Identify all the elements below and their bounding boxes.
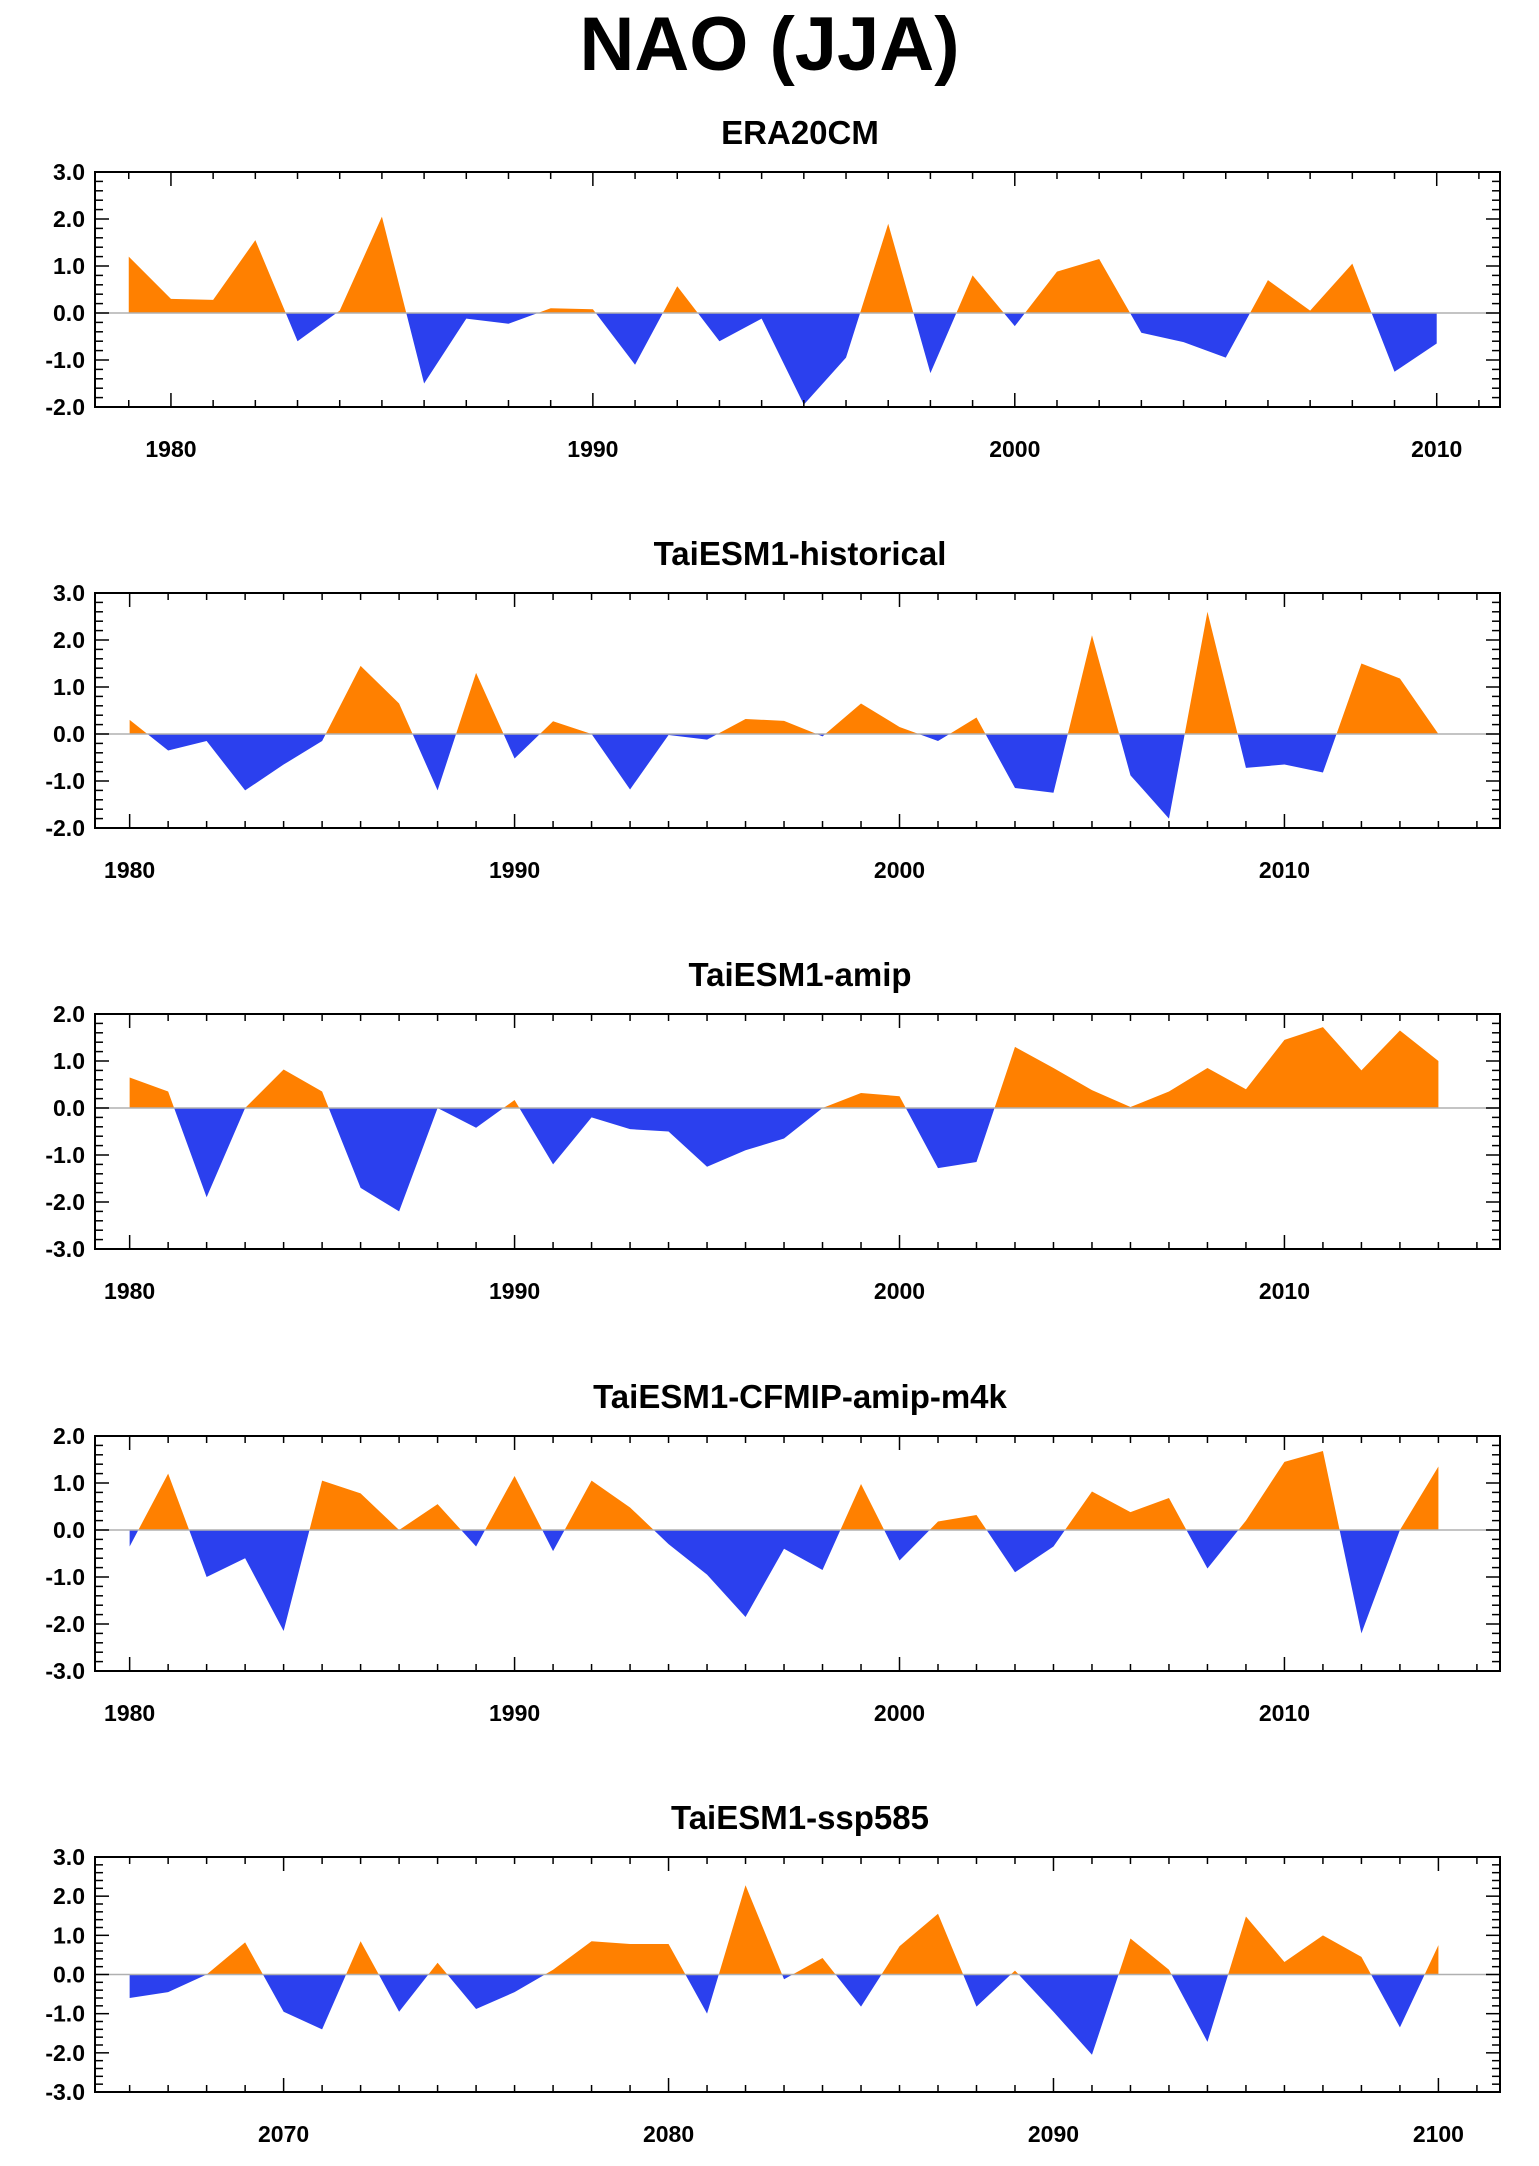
x-tick-label: 2000 bbox=[989, 436, 1040, 462]
y-tick-label: -2.0 bbox=[45, 394, 85, 420]
y-tick-label: 2.0 bbox=[53, 1001, 85, 1027]
x-tick-label: 1980 bbox=[104, 857, 155, 883]
y-tick-label: -1.0 bbox=[45, 2001, 85, 2027]
plot-frame bbox=[94, 1435, 1501, 1672]
y-tick-label: 0.0 bbox=[53, 1095, 85, 1121]
y-tick-label: -3.0 bbox=[45, 1236, 85, 1262]
y-tick-label: 3.0 bbox=[53, 1844, 85, 1870]
y-tick-label: 2.0 bbox=[53, 206, 85, 232]
panel-title: TaiESM1-ssp585 bbox=[671, 1799, 929, 1836]
plot-frame bbox=[94, 171, 1501, 408]
x-tick-label: 2010 bbox=[1259, 857, 1310, 883]
y-tick-label: -2.0 bbox=[45, 2040, 85, 2066]
y-tick-label: -2.0 bbox=[45, 1189, 85, 1215]
x-tick-label: 2010 bbox=[1259, 1278, 1310, 1304]
y-tick-label: 2.0 bbox=[53, 1423, 85, 1449]
negative-area bbox=[128, 313, 1437, 405]
y-tick-label: 2.0 bbox=[53, 627, 85, 653]
y-tick-label: 0.0 bbox=[53, 300, 85, 326]
negative-area bbox=[129, 1108, 1439, 1212]
x-tick-label: 2090 bbox=[1028, 2121, 1079, 2147]
chart-panel: 3.0 2.0 1.0 0.0 -1.0 -2.0 -3.0 2070 2080 2090 2100… bbox=[45, 1799, 1501, 2147]
x-tick-label: 2000 bbox=[874, 1700, 925, 1726]
x-tick-label: 2010 bbox=[1411, 436, 1462, 462]
x-tick-label: 1990 bbox=[489, 1700, 540, 1726]
x-tick-label: 1980 bbox=[104, 1278, 155, 1304]
x-tick-label: 1990 bbox=[489, 857, 540, 883]
positive-area bbox=[128, 216, 1437, 313]
x-tick-label: 2000 bbox=[874, 1278, 925, 1304]
y-tick-label: 0.0 bbox=[53, 1962, 85, 1988]
panel-title: TaiESM1-CFMIP-amip-m4k bbox=[593, 1378, 1007, 1415]
positive-area bbox=[129, 1451, 1439, 1530]
plot-frame bbox=[94, 592, 1501, 829]
negative-area bbox=[129, 1974, 1439, 2055]
x-tick-label: 1990 bbox=[489, 1278, 540, 1304]
y-tick-label: 1.0 bbox=[53, 1470, 85, 1496]
y-tick-label: -3.0 bbox=[45, 2079, 85, 2105]
panel-title: TaiESM1-amip bbox=[688, 956, 911, 993]
y-tick-label: -1.0 bbox=[45, 347, 85, 373]
negative-area bbox=[129, 734, 1439, 819]
positive-area bbox=[129, 1027, 1439, 1108]
y-tick-label: 1.0 bbox=[53, 1048, 85, 1074]
panel-title: TaiESM1-historical bbox=[654, 535, 947, 572]
chart-panel: 2.0 1.0 0.0 -1.0 -2.0 -3.0 1980 1990 2000 2010 Tai… bbox=[45, 1378, 1501, 1726]
y-tick-label: -3.0 bbox=[45, 1658, 85, 1684]
page-title: NAO (JJA) bbox=[579, 2, 960, 87]
y-tick-label: 0.0 bbox=[53, 721, 85, 747]
y-tick-label: -1.0 bbox=[45, 768, 85, 794]
chart-panel: 2.0 1.0 0.0 -1.0 -2.0 -3.0 1980 1990 2000 2010 Tai… bbox=[45, 956, 1501, 1304]
y-tick-label: 0.0 bbox=[53, 1517, 85, 1543]
y-tick-label: -2.0 bbox=[45, 815, 85, 841]
y-tick-label: 1.0 bbox=[53, 674, 85, 700]
y-tick-label: 3.0 bbox=[53, 580, 85, 606]
plot-frame bbox=[94, 1013, 1501, 1250]
x-tick-label: 1980 bbox=[104, 1700, 155, 1726]
positive-area bbox=[129, 1885, 1439, 1975]
x-tick-label: 2010 bbox=[1259, 1700, 1310, 1726]
y-tick-label: -1.0 bbox=[45, 1564, 85, 1590]
x-tick-label: 2000 bbox=[874, 857, 925, 883]
chart-panel: 3.0 2.0 1.0 0.0 -1.0 -2.0 1980 1990 2000 2010 TaiE… bbox=[45, 535, 1501, 883]
x-tick-label: 1980 bbox=[145, 436, 196, 462]
x-tick-label: 2080 bbox=[643, 2121, 694, 2147]
panel-title: ERA20CM bbox=[721, 114, 879, 151]
negative-area bbox=[129, 1530, 1439, 1634]
chart-panel: 3.0 2.0 1.0 0.0 -1.0 -2.0 1980 1990 2000 2010 ERA2… bbox=[45, 114, 1501, 462]
positive-area bbox=[129, 611, 1439, 734]
y-tick-label: 3.0 bbox=[53, 159, 85, 185]
y-tick-label: -2.0 bbox=[45, 1611, 85, 1637]
x-tick-label: 2070 bbox=[258, 2121, 309, 2147]
y-tick-label: 1.0 bbox=[53, 253, 85, 279]
y-tick-label: 2.0 bbox=[53, 1883, 85, 1909]
x-tick-label: 1990 bbox=[567, 436, 618, 462]
y-tick-label: -1.0 bbox=[45, 1142, 85, 1168]
y-tick-label: 1.0 bbox=[53, 1922, 85, 1948]
x-tick-label: 2100 bbox=[1413, 2121, 1464, 2147]
